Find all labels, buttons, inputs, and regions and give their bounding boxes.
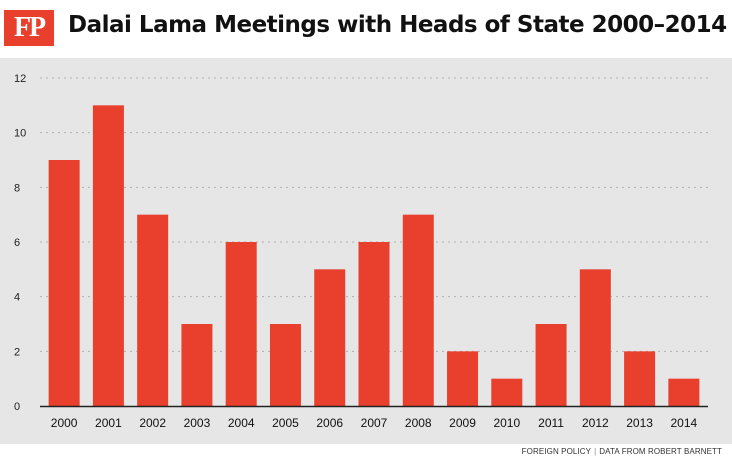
bar bbox=[624, 351, 656, 406]
x-tick-label: 2010 bbox=[493, 416, 520, 430]
x-tick-label: 2008 bbox=[405, 416, 432, 430]
y-tick-label: 0 bbox=[14, 401, 20, 413]
y-tick-label: 10 bbox=[14, 128, 26, 140]
x-tick-label: 2009 bbox=[449, 416, 476, 430]
bar bbox=[668, 378, 700, 406]
bar bbox=[314, 269, 346, 406]
data-source-label: DATA FROM ROBERT BARNETT bbox=[599, 447, 722, 456]
bar-chart: 0 2 4 6 8 10 12 2000 2001 2002 2003 2004 2005 2006 200… bbox=[14, 73, 708, 430]
bar bbox=[225, 242, 257, 406]
y-tick-label: 8 bbox=[14, 182, 20, 194]
y-tick-label: 2 bbox=[14, 346, 20, 358]
chart-header: FP Dalai Lama Meetings with Heads of Sta… bbox=[0, 0, 732, 62]
fp-logo: FP bbox=[4, 10, 54, 46]
x-tick-label: 2002 bbox=[139, 416, 166, 430]
x-tick-label: 2013 bbox=[626, 416, 653, 430]
source-credit: FOREIGN POLICY | DATA FROM ROBERT BARNETT bbox=[522, 447, 722, 456]
y-tick-label: 12 bbox=[14, 73, 26, 85]
x-tick-label: 2005 bbox=[272, 416, 299, 430]
x-tick-label: 2003 bbox=[184, 416, 211, 430]
bar bbox=[92, 105, 124, 407]
publisher-label: FOREIGN POLICY bbox=[521, 447, 592, 456]
bar bbox=[358, 242, 390, 406]
x-tick-label: 2012 bbox=[582, 416, 609, 430]
bar bbox=[535, 324, 567, 406]
x-tick-label: 2011 bbox=[538, 416, 564, 430]
bar bbox=[181, 324, 213, 406]
bar bbox=[48, 160, 80, 406]
x-tick-label: 2006 bbox=[316, 416, 343, 430]
y-tick-label: 4 bbox=[14, 292, 20, 304]
x-tick-label: 2014 bbox=[671, 416, 698, 430]
chart-title: Dalai Lama Meetings with Heads of State … bbox=[68, 12, 727, 38]
bar bbox=[137, 214, 169, 406]
x-tick-label: 2001 bbox=[95, 416, 122, 430]
x-tick-label: 2000 bbox=[51, 416, 78, 430]
bar bbox=[447, 351, 479, 406]
x-tick-label: 2007 bbox=[361, 416, 388, 430]
bar bbox=[579, 269, 611, 406]
bar bbox=[402, 214, 434, 406]
bar bbox=[491, 378, 523, 406]
y-tick-label: 6 bbox=[14, 237, 20, 249]
x-tick-label: 2004 bbox=[228, 416, 255, 430]
bar bbox=[269, 324, 301, 406]
credit-separator: | bbox=[594, 447, 597, 456]
